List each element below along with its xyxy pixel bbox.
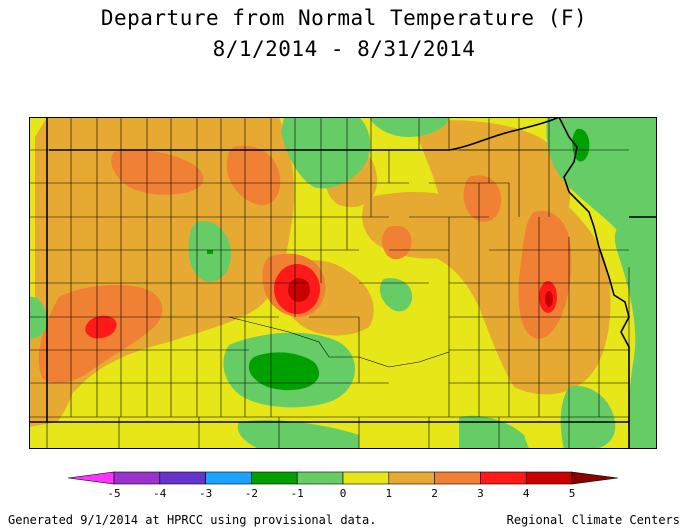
legend-tick-labels: -5 -4 -3 -2 -1 0 1 2 3 4 5 [107, 487, 575, 500]
legend-color-bar [67, 471, 619, 485]
legend-tick-label: 2 [431, 487, 438, 500]
state-boundaries [29, 117, 657, 449]
legend-tick-label: -4 [153, 487, 167, 500]
generated-note: Generated 9/1/2014 at HPRCC using provis… [8, 513, 377, 527]
legend-swatch [113, 471, 161, 485]
legend-swatch [205, 471, 252, 485]
legend-low-tip [67, 471, 115, 485]
legend-swatch [159, 471, 206, 485]
map-title: Departure from Normal Temperature (F) [100, 6, 588, 30]
map-date-range: 8/1/2014 - 8/31/2014 [212, 37, 476, 61]
legend-swatch [434, 471, 481, 485]
legend-swatch [251, 471, 298, 485]
legend-swatch [342, 471, 390, 485]
temperature-departure-map [29, 117, 657, 449]
source-credit: Regional Climate Centers [506, 513, 680, 527]
color-legend: -5 -4 -3 -2 -1 0 1 2 3 4 5 [67, 471, 619, 500]
legend-tick-label: -1 [291, 487, 304, 500]
legend-tick-label: 0 [340, 487, 347, 500]
legend-tick-label: -2 [245, 487, 258, 500]
legend-swatch [296, 471, 344, 485]
legend-tick-label: 3 [477, 487, 484, 500]
legend-tick-label: 1 [385, 487, 392, 500]
legend-tick-label: 4 [523, 487, 530, 500]
region-plus-4-to-5 [288, 278, 553, 307]
legend-tick-label: 5 [569, 487, 576, 500]
legend-tick-label: -5 [107, 487, 120, 500]
legend-swatch [388, 471, 435, 485]
county-boundaries [29, 117, 630, 449]
legend-swatch [480, 471, 527, 485]
legend-swatch [525, 471, 573, 485]
legend-high-tip [571, 471, 619, 485]
legend-tick-label: -3 [199, 487, 212, 500]
